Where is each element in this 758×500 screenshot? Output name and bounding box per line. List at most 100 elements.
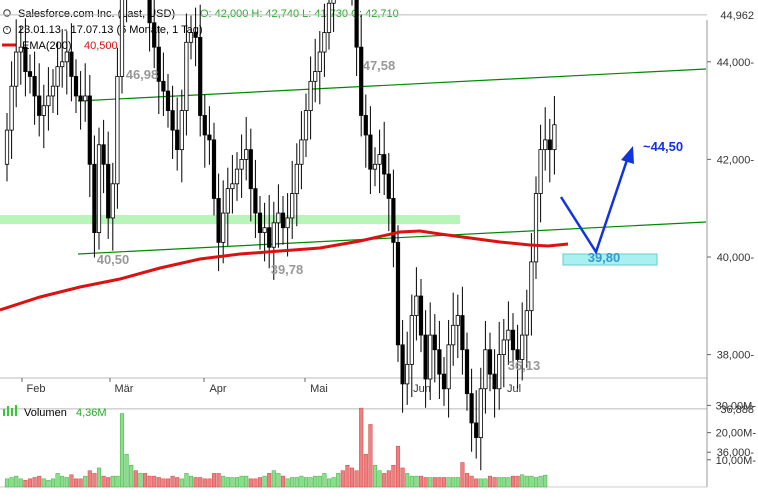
volume-bar — [308, 477, 313, 488]
candle-body — [211, 139, 217, 199]
candle-body — [115, 76, 120, 185]
ema-legend-label: EMA(200) — [22, 40, 72, 52]
candle-body — [313, 71, 318, 82]
month-label: Mai — [310, 383, 328, 395]
volume-bar — [501, 477, 506, 488]
volume-bar — [165, 478, 171, 488]
volume-bar — [354, 470, 359, 488]
volume-bar — [533, 477, 539, 488]
volume-bar — [188, 475, 194, 488]
price-tick-label: 42,000- — [717, 154, 755, 166]
candle-body — [152, 22, 157, 48]
volume-bar — [216, 473, 221, 488]
volume-bar — [239, 475, 244, 488]
candle-body — [27, 71, 33, 77]
volume-bar — [267, 473, 272, 488]
volume-bar — [460, 462, 465, 488]
candle-body — [299, 139, 304, 165]
volume-bar — [253, 478, 258, 488]
volume-bar — [55, 473, 60, 488]
candle-body — [464, 349, 470, 395]
volume-bar — [92, 473, 97, 488]
candle-body — [156, 46, 161, 82]
volume-bar — [359, 407, 364, 488]
volume-bar — [497, 477, 502, 488]
volume-bar — [487, 475, 493, 488]
candle-body — [326, 2, 332, 33]
candle-body — [382, 154, 387, 175]
candle-body — [253, 188, 258, 214]
volume-bar — [322, 473, 327, 488]
candle-body — [234, 168, 240, 185]
volume-bar — [175, 477, 180, 488]
candle-body — [73, 76, 79, 97]
instrument-title: Salesforce.com Inc. (Last, USD) — [18, 8, 175, 20]
month-label: Jul — [507, 383, 521, 395]
volume-bar — [437, 477, 442, 488]
candle-body — [280, 212, 286, 229]
volume-bar — [478, 478, 483, 488]
volume-bar — [441, 477, 447, 488]
candle-body — [87, 95, 92, 165]
candle-body — [257, 212, 263, 234]
candle-body — [524, 310, 529, 336]
candle-body — [285, 217, 290, 229]
volume-icon-bar-1 — [3, 409, 5, 416]
month-label: Feb — [27, 383, 46, 395]
info-icon — [3, 9, 11, 17]
volume-bar — [110, 475, 115, 488]
candle-body — [391, 198, 396, 243]
volume-bar — [363, 454, 368, 488]
volume-bar — [451, 477, 456, 488]
volume-bar — [184, 473, 189, 488]
volume-bar — [446, 477, 451, 488]
volume-bar — [101, 475, 106, 488]
candle-body — [331, 0, 336, 4]
candle-body — [96, 144, 102, 233]
volume-bar — [230, 477, 235, 488]
candle-body — [161, 80, 166, 92]
candle-body — [55, 66, 60, 87]
candle-body — [354, 0, 359, 48]
candle-body — [414, 295, 419, 316]
month-label: Apr — [209, 383, 226, 395]
volume-bar — [64, 477, 69, 488]
volume-bar — [271, 470, 276, 488]
candle-body — [175, 129, 180, 151]
volume-bar — [382, 473, 387, 488]
reference-level-label: 36,888 — [720, 404, 754, 416]
candle-body — [41, 105, 46, 116]
candle-body — [9, 85, 14, 131]
candle-body — [37, 95, 42, 116]
candle-body — [303, 110, 309, 141]
candle-body — [469, 393, 474, 424]
candle-body — [428, 334, 433, 380]
low-label-1: 40,50 — [97, 252, 130, 267]
candle-body — [46, 95, 51, 107]
candle-body — [106, 163, 111, 219]
ema200-line — [0, 229, 569, 312]
volume-bar — [294, 477, 299, 488]
candle-body — [400, 344, 405, 385]
volume-bar — [432, 477, 437, 488]
candle-body — [202, 115, 207, 136]
volume-bar — [4, 478, 10, 488]
volume-bar — [395, 445, 401, 488]
candle-body — [60, 61, 65, 68]
candle-body — [359, 46, 364, 116]
volume-axis: 30,00M- 20,00M- 10,00M- — [707, 400, 756, 467]
chart-header: Salesforce.com Inc. (Last, USD) O: 42,00… — [2, 8, 399, 52]
volume-bar — [211, 473, 217, 488]
volume-bar — [345, 464, 350, 488]
candle-body — [14, 51, 19, 87]
volume-label: Volumen — [24, 407, 67, 419]
volume-bar — [161, 478, 166, 488]
volume-bar — [423, 477, 428, 488]
support-zone — [0, 215, 460, 224]
volume-bar — [18, 478, 23, 488]
zone-layer — [0, 215, 658, 266]
candle-body — [225, 188, 230, 214]
candle-body — [547, 139, 552, 151]
date-range: 23.01.13 - 17.07.13 (6 Monate, 1 Tag) — [18, 24, 202, 36]
volume-bar — [83, 475, 88, 488]
